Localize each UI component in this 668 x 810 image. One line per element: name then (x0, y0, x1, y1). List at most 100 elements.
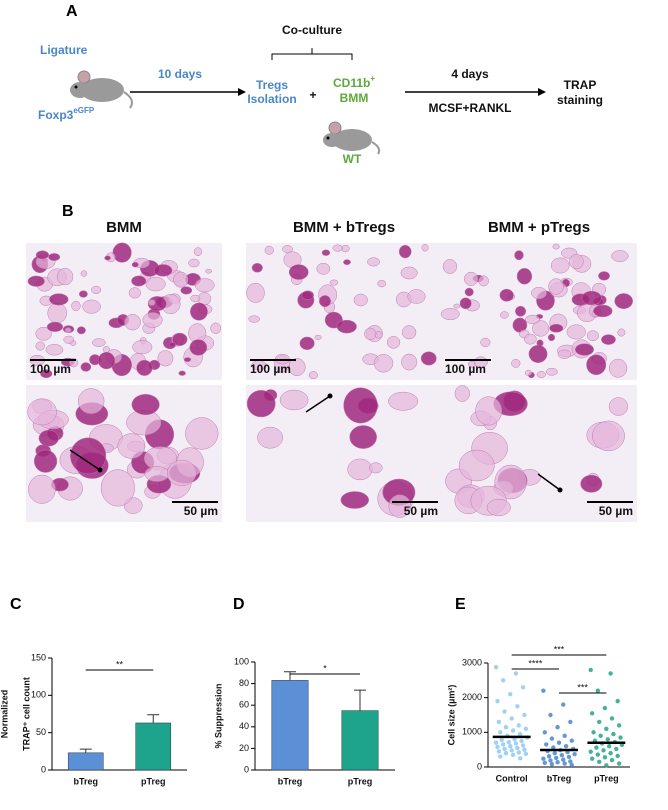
cell (288, 264, 309, 280)
point (546, 754, 552, 759)
cell (617, 328, 626, 337)
x-tick-label: pTreg (594, 773, 619, 783)
point (513, 671, 519, 676)
cell (97, 351, 116, 370)
ligature: Ligature (40, 43, 88, 57)
point (609, 757, 615, 763)
x-tick-label: bTreg (278, 776, 303, 786)
point (555, 724, 560, 730)
point (615, 753, 620, 759)
cell (511, 359, 521, 368)
panel-label: B (62, 203, 74, 220)
mouse-icon (323, 121, 381, 155)
point (523, 751, 529, 757)
column-title: BMM (106, 219, 142, 236)
point (594, 745, 599, 750)
cell (524, 369, 532, 376)
significance-label: **** (528, 658, 543, 668)
point (513, 741, 519, 746)
cell (545, 367, 558, 376)
point (552, 750, 557, 756)
point (551, 745, 556, 750)
point (595, 688, 601, 693)
cell (48, 253, 61, 261)
column-title: BMM + bTregs (293, 219, 395, 236)
cell (63, 335, 75, 344)
point (562, 761, 567, 766)
cell (499, 288, 514, 302)
cell (35, 326, 52, 341)
cell (353, 293, 368, 307)
cell (552, 243, 560, 250)
cell (569, 254, 584, 270)
wt: WT (343, 152, 362, 166)
point (605, 737, 610, 742)
point (522, 712, 527, 718)
x-tick-label: Control (496, 773, 528, 783)
cell (386, 336, 401, 349)
bar (135, 722, 172, 771)
point (562, 733, 567, 738)
point (589, 756, 595, 761)
cell (343, 387, 378, 424)
point (572, 751, 577, 757)
cell (205, 268, 212, 274)
cell (459, 297, 472, 310)
y-tick-label: 80 (239, 678, 249, 688)
cell (500, 311, 509, 319)
point (495, 744, 500, 750)
cell (188, 258, 200, 268)
y-tick-label: 20 (239, 743, 249, 753)
point (520, 743, 526, 748)
cell (516, 267, 533, 285)
y-tick-label: 3000 (462, 657, 482, 667)
cell (189, 339, 208, 356)
cell (56, 267, 74, 286)
point (500, 742, 506, 747)
x-tick-label: bTreg (547, 773, 572, 783)
point (541, 756, 546, 761)
bracket (271, 48, 353, 60)
readout: staining (557, 93, 603, 107)
cell (168, 342, 176, 348)
point (523, 726, 529, 732)
point (604, 726, 609, 732)
cell (308, 371, 318, 380)
cell (340, 491, 369, 509)
point (549, 762, 555, 767)
point (519, 738, 524, 744)
y-tick-label: 0 (41, 764, 46, 774)
cell (183, 357, 192, 362)
bmm: BMM (340, 91, 369, 105)
point (506, 739, 512, 745)
cell (581, 290, 602, 306)
point (509, 748, 514, 753)
cell (400, 266, 418, 280)
point (522, 747, 527, 752)
point (508, 744, 513, 749)
bar (271, 680, 309, 771)
point (561, 702, 566, 707)
cell (38, 429, 59, 447)
point (563, 744, 569, 749)
cell (524, 333, 537, 345)
scale-label: 100 µm (30, 362, 71, 376)
panel-label: A (66, 3, 78, 20)
cell (49, 293, 69, 306)
chart: D % Suppression 0 20 40 60 80 100 bTreg pTreg * (213, 596, 395, 786)
point (548, 712, 553, 718)
point (516, 750, 521, 755)
bar (341, 710, 379, 771)
point (544, 742, 549, 747)
pointer-head (327, 393, 333, 399)
cell (549, 323, 564, 333)
cell (525, 314, 540, 324)
cell (532, 320, 550, 337)
cell (547, 333, 556, 342)
media: MCSF+RANKL (429, 101, 512, 115)
cell (336, 319, 357, 334)
cell (580, 474, 603, 493)
cell (27, 398, 57, 426)
point (541, 688, 546, 693)
cell (178, 370, 186, 376)
